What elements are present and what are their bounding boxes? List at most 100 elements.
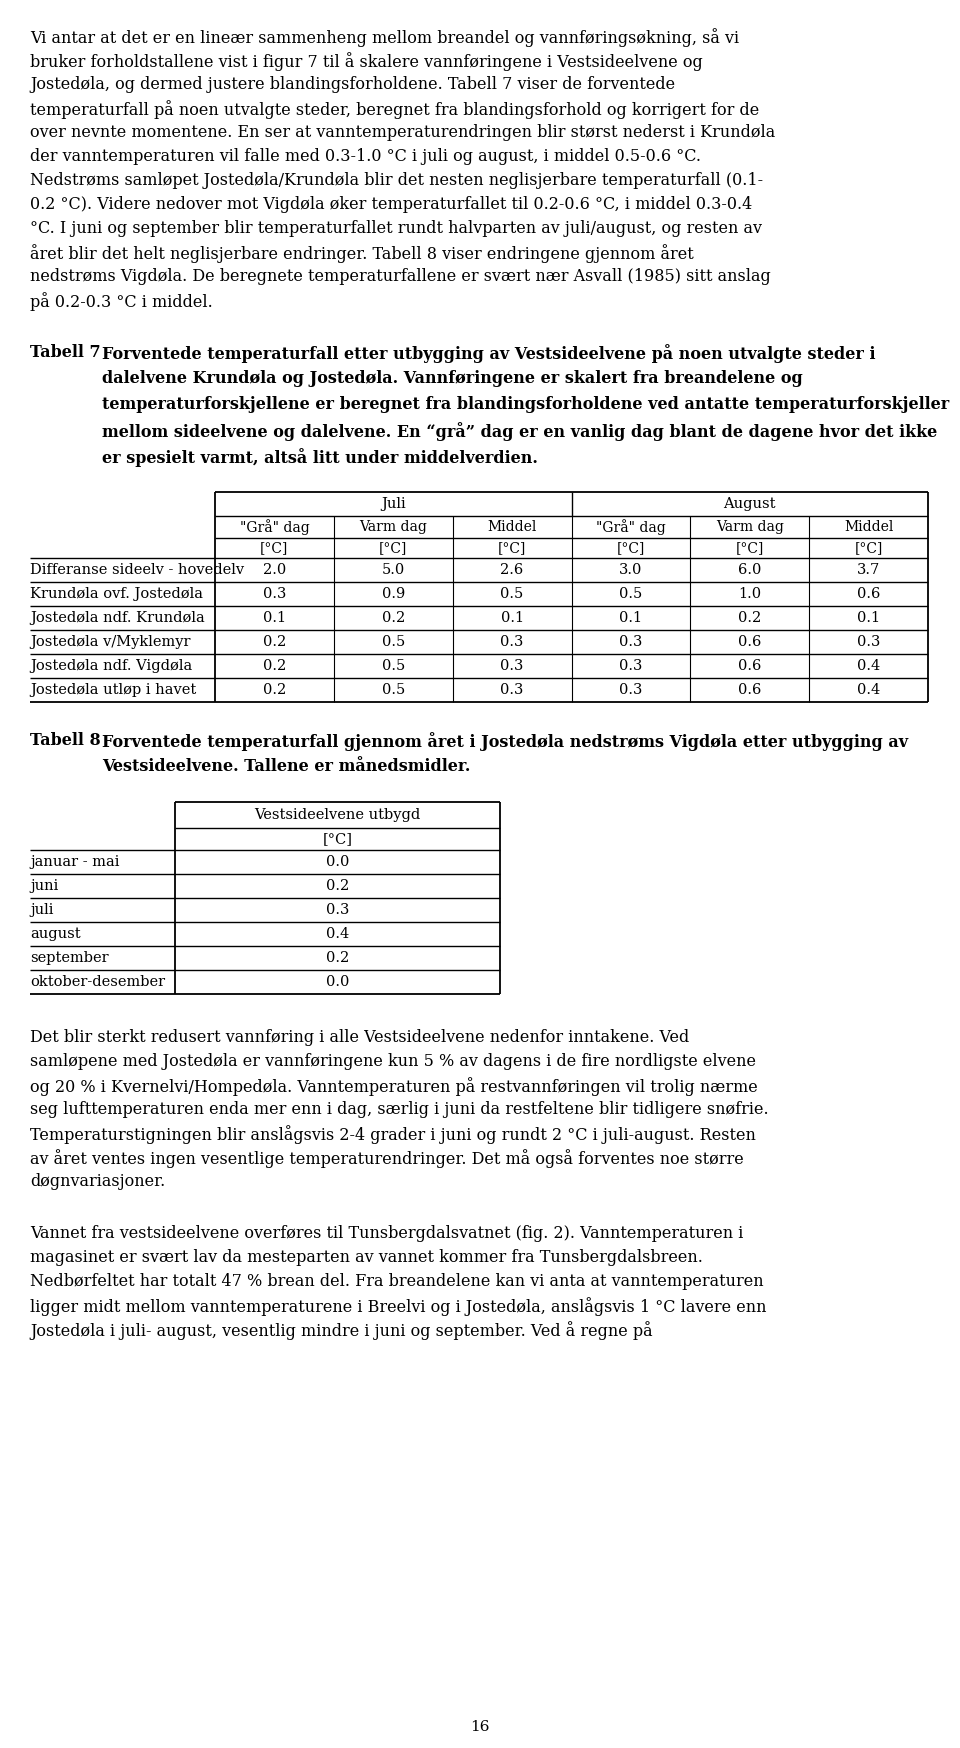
- Text: Tabell 8: Tabell 8: [30, 732, 101, 748]
- Text: er spesielt varmt, altså litt under middelverdien.: er spesielt varmt, altså litt under midd…: [102, 447, 538, 467]
- Text: Forventede temperaturfall etter utbygging av Vestsideelvene på noen utvalgte ste: Forventede temperaturfall etter utbyggin…: [102, 344, 876, 364]
- Text: 0.2: 0.2: [263, 659, 286, 673]
- Text: Jostedøla utløp i havet: Jostedøla utløp i havet: [30, 683, 196, 697]
- Text: 0.3: 0.3: [619, 659, 642, 673]
- Text: 0.3: 0.3: [325, 904, 349, 918]
- Text: av året ventes ingen vesentlige temperaturendringer. Det må også forventes noe s: av året ventes ingen vesentlige temperat…: [30, 1148, 744, 1168]
- Text: 0.6: 0.6: [857, 587, 880, 601]
- Text: 0.3: 0.3: [500, 659, 524, 673]
- Text: Varm dag: Varm dag: [359, 519, 427, 533]
- Text: [°C]: [°C]: [323, 832, 352, 846]
- Text: mellom sideelvene og dalelvene. En “grå” dag er en vanlig dag blant de dagene hv: mellom sideelvene og dalelvene. En “grå”…: [102, 421, 937, 440]
- Text: August: August: [724, 496, 776, 510]
- Text: Vestsideelvene utbygd: Vestsideelvene utbygd: [254, 808, 420, 822]
- Text: 0.3: 0.3: [857, 635, 880, 649]
- Text: august: august: [30, 926, 81, 940]
- Text: Tabell 7: Tabell 7: [30, 344, 101, 362]
- Text: 0.3: 0.3: [263, 587, 286, 601]
- Text: Jostedøla ndf. Vigdøla: Jostedøla ndf. Vigdøla: [30, 659, 192, 673]
- Text: 0.3: 0.3: [619, 635, 642, 649]
- Text: ligger midt mellom vanntemperaturene i Breelvi og i Jostedøla, anslågsvis 1 °C l: ligger midt mellom vanntemperaturene i B…: [30, 1297, 766, 1316]
- Text: nedstrøms Vigdøla. De beregnete temperaturfallene er svært nær Asvall (1985) sit: nedstrøms Vigdøla. De beregnete temperat…: [30, 267, 771, 285]
- Text: "Grå" dag: "Grå" dag: [240, 519, 309, 535]
- Text: 0.2: 0.2: [382, 612, 405, 626]
- Text: Nedbørfeltet har totalt 47 % brean del. Fra breandelene kan vi anta at vanntempe: Nedbørfeltet har totalt 47 % brean del. …: [30, 1273, 763, 1290]
- Text: 0.4: 0.4: [857, 683, 880, 697]
- Text: Jostedøla v/Myklemyr: Jostedøla v/Myklemyr: [30, 635, 190, 649]
- Text: 0.9: 0.9: [382, 587, 405, 601]
- Text: 0.4: 0.4: [325, 926, 349, 940]
- Text: oktober-desember: oktober-desember: [30, 975, 165, 989]
- Text: "Grå" dag: "Grå" dag: [596, 519, 666, 535]
- Text: 0.5: 0.5: [382, 635, 405, 649]
- Text: året blir det helt neglisjerbare endringer. Tabell 8 viser endringene gjennom år: året blir det helt neglisjerbare endring…: [30, 245, 694, 262]
- Text: temperaturfall på noen utvalgte steder, beregnet fra blandingsforhold og korrige: temperaturfall på noen utvalgte steder, …: [30, 100, 759, 119]
- Text: seg lufttemperaturen enda mer enn i dag, særlig i juni da restfeltene blir tidli: seg lufttemperaturen enda mer enn i dag,…: [30, 1101, 769, 1119]
- Text: 5.0: 5.0: [382, 563, 405, 577]
- Text: 0.2: 0.2: [325, 951, 349, 965]
- Text: 0.2: 0.2: [738, 612, 761, 626]
- Text: 0.5: 0.5: [619, 587, 642, 601]
- Text: 0.2: 0.2: [263, 683, 286, 697]
- Text: 2.0: 2.0: [263, 563, 286, 577]
- Text: juni: juni: [30, 879, 59, 893]
- Text: januar - mai: januar - mai: [30, 855, 119, 869]
- Text: Varm dag: Varm dag: [716, 519, 783, 533]
- Text: 0.2: 0.2: [325, 879, 349, 893]
- Text: 0.1: 0.1: [263, 612, 286, 626]
- Text: juli: juli: [30, 904, 54, 918]
- Text: Forventede temperaturfall gjennom året i Jostedøla nedstrøms Vigdøla etter utbyg: Forventede temperaturfall gjennom året i…: [102, 732, 908, 752]
- Text: Vestsideelvene. Tallene er månedsmidler.: Vestsideelvene. Tallene er månedsmidler.: [102, 759, 470, 774]
- Text: over nevnte momentene. En ser at vanntemperaturendringen blir størst nederst i K: over nevnte momentene. En ser at vanntem…: [30, 124, 776, 142]
- Text: 0.1: 0.1: [619, 612, 642, 626]
- Text: 0.3: 0.3: [619, 683, 642, 697]
- Text: der vanntemperaturen vil falle med 0.3-1.0 °C i juli og august, i middel 0.5-0.6: der vanntemperaturen vil falle med 0.3-1…: [30, 149, 701, 164]
- Text: 3.7: 3.7: [857, 563, 880, 577]
- Text: 0.3: 0.3: [500, 635, 524, 649]
- Text: 0.2 °C). Videre nedover mot Vigdøla øker temperaturfallet til 0.2-0.6 °C, i midd: 0.2 °C). Videre nedover mot Vigdøla øker…: [30, 196, 753, 213]
- Text: Temperaturstigningen blir anslågsvis 2-4 grader i juni og rundt 2 °C i juli-augu: Temperaturstigningen blir anslågsvis 2-4…: [30, 1126, 756, 1143]
- Text: 1.0: 1.0: [738, 587, 761, 601]
- Text: 0.5: 0.5: [382, 659, 405, 673]
- Text: [°C]: [°C]: [379, 540, 407, 556]
- Text: på 0.2-0.3 °C i middel.: på 0.2-0.3 °C i middel.: [30, 292, 213, 311]
- Text: Jostedøla, og dermed justere blandingsforholdene. Tabell 7 viser de forventede: Jostedøla, og dermed justere blandingsfo…: [30, 75, 675, 93]
- Text: Krundøla ovf. Jostedøla: Krundøla ovf. Jostedøla: [30, 587, 203, 601]
- Text: Det blir sterkt redusert vannføring i alle Vestsideelvene nedenfor inntakene. Ve: Det blir sterkt redusert vannføring i al…: [30, 1030, 689, 1045]
- Text: Jostedøla ndf. Krundøla: Jostedøla ndf. Krundøla: [30, 612, 204, 626]
- Text: 0.5: 0.5: [500, 587, 524, 601]
- Text: 0.1: 0.1: [857, 612, 880, 626]
- Text: 0.5: 0.5: [382, 683, 405, 697]
- Text: 0.1: 0.1: [500, 612, 523, 626]
- Text: 0.2: 0.2: [263, 635, 286, 649]
- Text: 0.0: 0.0: [325, 975, 349, 989]
- Text: dalelvene Krundøla og Jostedøla. Vannføringene er skalert fra breandelene og: dalelvene Krundøla og Jostedøla. Vannfør…: [102, 371, 803, 386]
- Text: Juli: Juli: [381, 496, 406, 510]
- Text: samløpene med Jostedøla er vannføringene kun 5 % av dagens i de fire nordligste : samløpene med Jostedøla er vannføringene…: [30, 1052, 756, 1070]
- Text: [°C]: [°C]: [616, 540, 645, 556]
- Text: 0.6: 0.6: [738, 659, 761, 673]
- Text: Vi antar at det er en lineær sammenheng mellom breandel og vannføringsøkning, så: Vi antar at det er en lineær sammenheng …: [30, 28, 739, 47]
- Text: 2.6: 2.6: [500, 563, 524, 577]
- Text: og 20 % i Kvernelvi/Hompedøla. Vanntemperaturen på restvannføringen vil trolig n: og 20 % i Kvernelvi/Hompedøla. Vanntempe…: [30, 1077, 757, 1096]
- Text: 0.0: 0.0: [325, 855, 349, 869]
- Text: Middel: Middel: [488, 519, 537, 533]
- Text: temperaturforskjellene er beregnet fra blandingsforholdene ved antatte temperatu: temperaturforskjellene er beregnet fra b…: [102, 397, 949, 413]
- Text: 0.6: 0.6: [738, 635, 761, 649]
- Text: Middel: Middel: [844, 519, 893, 533]
- Text: Jostedøla i juli- august, vesentlig mindre i juni og september. Ved å regne på: Jostedøla i juli- august, vesentlig mind…: [30, 1321, 653, 1341]
- Text: døgnvariasjoner.: døgnvariasjoner.: [30, 1173, 165, 1190]
- Text: °C. I juni og september blir temperaturfallet rundt halvparten av juli/august, o: °C. I juni og september blir temperaturf…: [30, 220, 762, 238]
- Text: 0.6: 0.6: [738, 683, 761, 697]
- Text: 0.4: 0.4: [857, 659, 880, 673]
- Text: [°C]: [°C]: [854, 540, 883, 556]
- Text: Nedstrøms samløpet Jostedøla/Krundøla blir det nesten neglisjerbare temperaturfa: Nedstrøms samløpet Jostedøla/Krundøla bl…: [30, 171, 763, 189]
- Text: [°C]: [°C]: [260, 540, 289, 556]
- Text: [°C]: [°C]: [735, 540, 764, 556]
- Text: Vannet fra vestsideelvene overføres til Tunsbergdalsvatnet (fig. 2). Vanntempera: Vannet fra vestsideelvene overføres til …: [30, 1225, 743, 1243]
- Text: magasinet er svært lav da mesteparten av vannet kommer fra Tunsbergdalsbreen.: magasinet er svært lav da mesteparten av…: [30, 1250, 703, 1266]
- Text: 6.0: 6.0: [738, 563, 761, 577]
- Text: bruker forholdstallene vist i figur 7 til å skalere vannføringene i Vestsideelve: bruker forholdstallene vist i figur 7 ti…: [30, 52, 703, 72]
- Text: Differanse sideelv - hovedelv: Differanse sideelv - hovedelv: [30, 563, 244, 577]
- Text: 16: 16: [470, 1720, 490, 1734]
